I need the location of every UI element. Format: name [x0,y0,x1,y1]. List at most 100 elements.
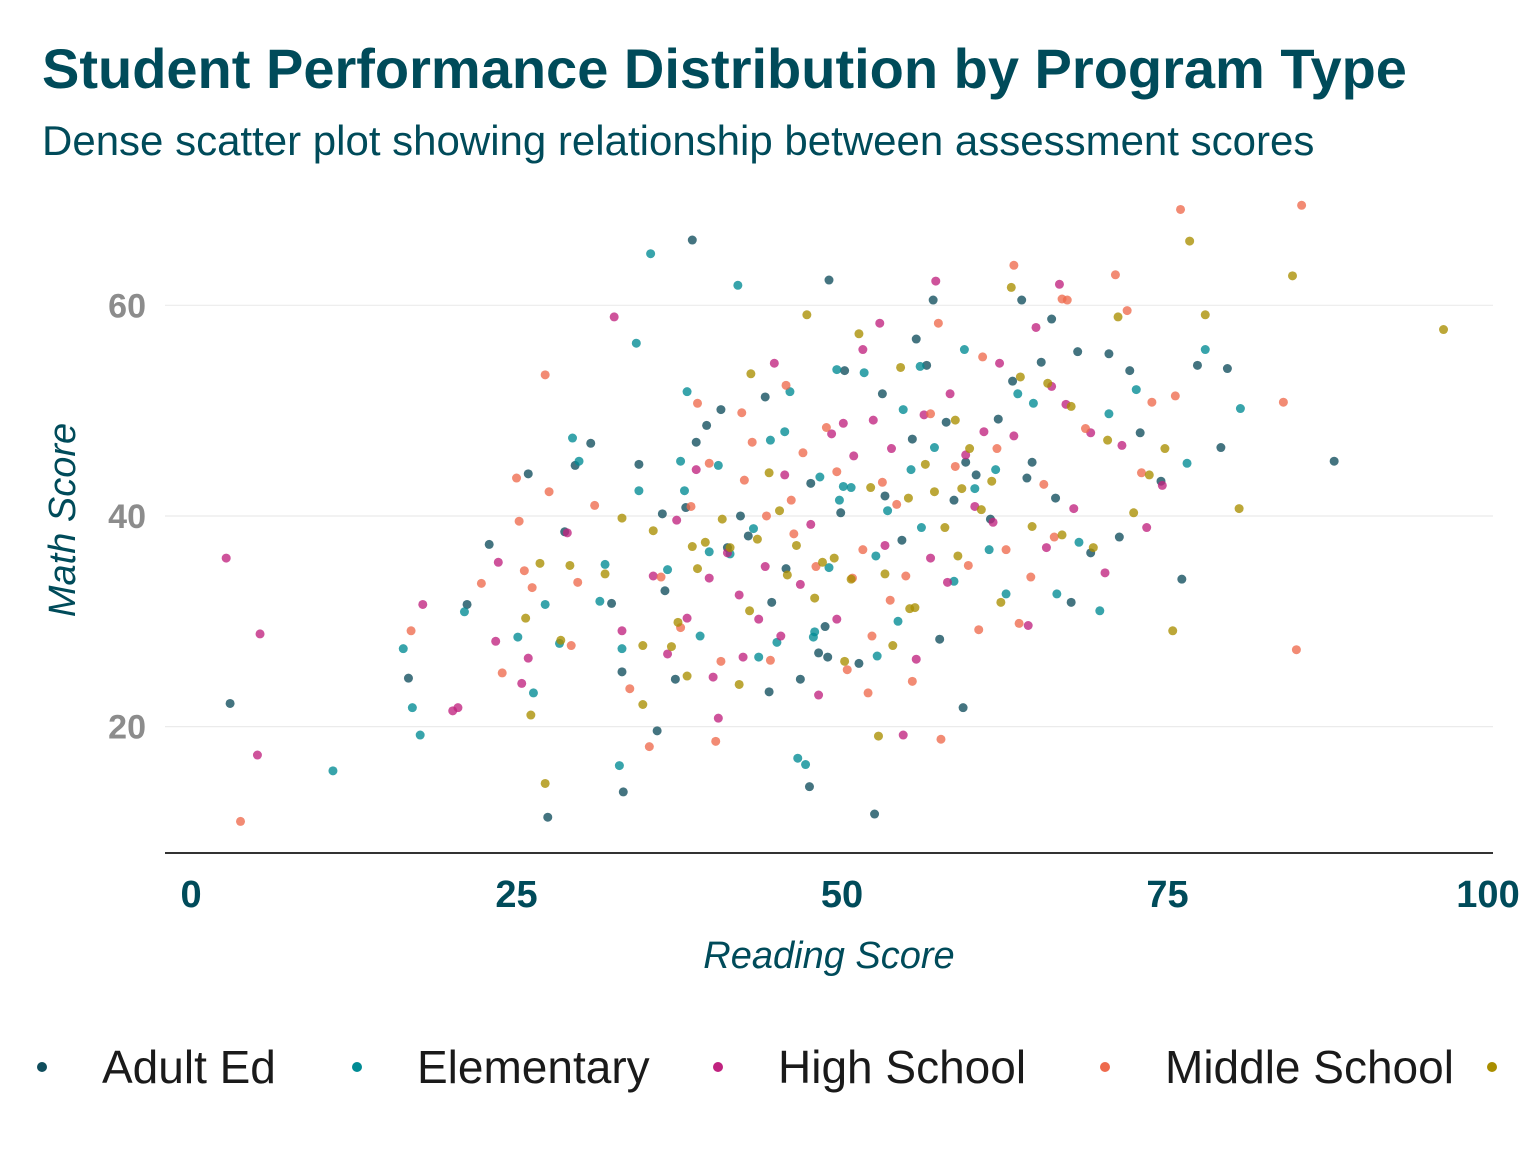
point-elementary [765,435,775,445]
point-middle-school [514,516,524,526]
point-elementary [810,627,820,637]
point-middle-school [1039,479,1049,489]
point-middle-school [406,626,416,636]
point-elementary [646,249,656,259]
point-middle-school [1291,645,1301,655]
y-tick-label: 60 [108,287,146,325]
point-high-school [255,629,265,639]
point-elementary [617,644,627,654]
point-elementary [528,688,538,698]
point-middle-school [963,560,973,570]
point-primary [540,778,550,788]
point-high-school [760,562,770,572]
point-primary [638,641,648,651]
point-elementary [328,766,338,776]
point-adult-ed [814,648,824,658]
point-adult-ed [877,389,887,399]
point-adult-ed [735,511,745,521]
point-primary [1234,504,1244,514]
point-adult-ed [586,438,596,448]
point-adult-ed [1216,443,1226,453]
point-middle-school [885,595,895,605]
point-middle-school [832,467,842,477]
x-axis-ticks: 0 25 50 75 100 [180,874,1519,916]
point-adult-ed [840,366,850,376]
point-adult-ed [657,509,667,519]
point-adult-ed [543,812,553,822]
point-adult-ed [1114,532,1124,542]
point-middle-school [1001,545,1011,555]
point-middle-school [236,816,246,826]
point-elementary [663,565,673,575]
point-high-school [1054,279,1064,289]
point-middle-school [781,380,791,390]
point-primary [1066,401,1076,411]
point-middle-school [540,370,550,380]
point-primary [638,699,648,709]
point-elementary [634,486,644,496]
point-primary [725,543,735,553]
point-elementary [407,703,417,713]
point-primary [1103,435,1113,445]
legend: Adult Ed Elementary High School Middle Scho… [37,1041,1497,1093]
point-adult-ed [1073,347,1083,357]
point-elementary [679,486,689,496]
point-primary [920,459,930,469]
point-primary [746,369,756,379]
point-high-school [795,579,805,589]
point-primary [521,613,531,623]
point-elementary [898,405,908,415]
point-middle-school [1080,424,1090,434]
point-middle-school [867,631,877,641]
point-elementary [1104,409,1114,419]
point-adult-ed [1051,493,1061,503]
point-middle-school [842,665,852,675]
point-primary [1113,312,1123,322]
point-primary [1027,522,1037,531]
point-adult-ed [670,674,680,684]
point-middle-school [737,408,747,418]
point-adult-ed [1047,314,1057,324]
point-primary [888,641,898,651]
point-high-school [493,557,503,567]
point-adult-ed [618,787,628,797]
point-high-school [682,613,692,623]
point-primary [880,569,890,579]
point-high-school [517,678,527,688]
point-high-school [738,652,748,662]
point-elementary [595,596,605,606]
point-adult-ed [823,652,833,662]
point-middle-school [974,625,984,635]
point-primary [782,570,792,580]
point-primary [526,710,536,720]
point-middle-school [686,501,696,511]
point-elementary [780,427,790,437]
point-high-school [754,614,764,624]
point-adult-ed [1329,456,1339,466]
point-high-school [1142,523,1152,533]
point-adult-ed [660,586,670,596]
point-elementary [846,483,856,493]
point-adult-ed [907,434,917,444]
point-middle-school [1297,200,1307,210]
point-primary [1088,543,1098,553]
point-elementary [929,443,939,453]
x-tick-label: 0 [180,874,201,916]
point-adult-ed [1036,357,1046,367]
point-high-school [704,573,714,583]
point-middle-school [936,734,946,744]
point-high-school [911,654,921,664]
point-high-school [672,515,682,525]
point-primary [775,506,785,516]
point-elementary [459,607,469,617]
point-elementary [415,730,425,740]
point-adult-ed [1125,366,1135,376]
point-primary [905,604,915,614]
point-elementary [915,361,925,371]
point-middle-school [512,473,522,483]
point-high-school [880,540,890,550]
legend-key-middle-school [1100,1062,1110,1072]
point-adult-ed [1008,376,1018,386]
point-adult-ed [634,459,644,469]
chart-subtitle: Dense scatter plot showing relationship … [42,117,1314,164]
